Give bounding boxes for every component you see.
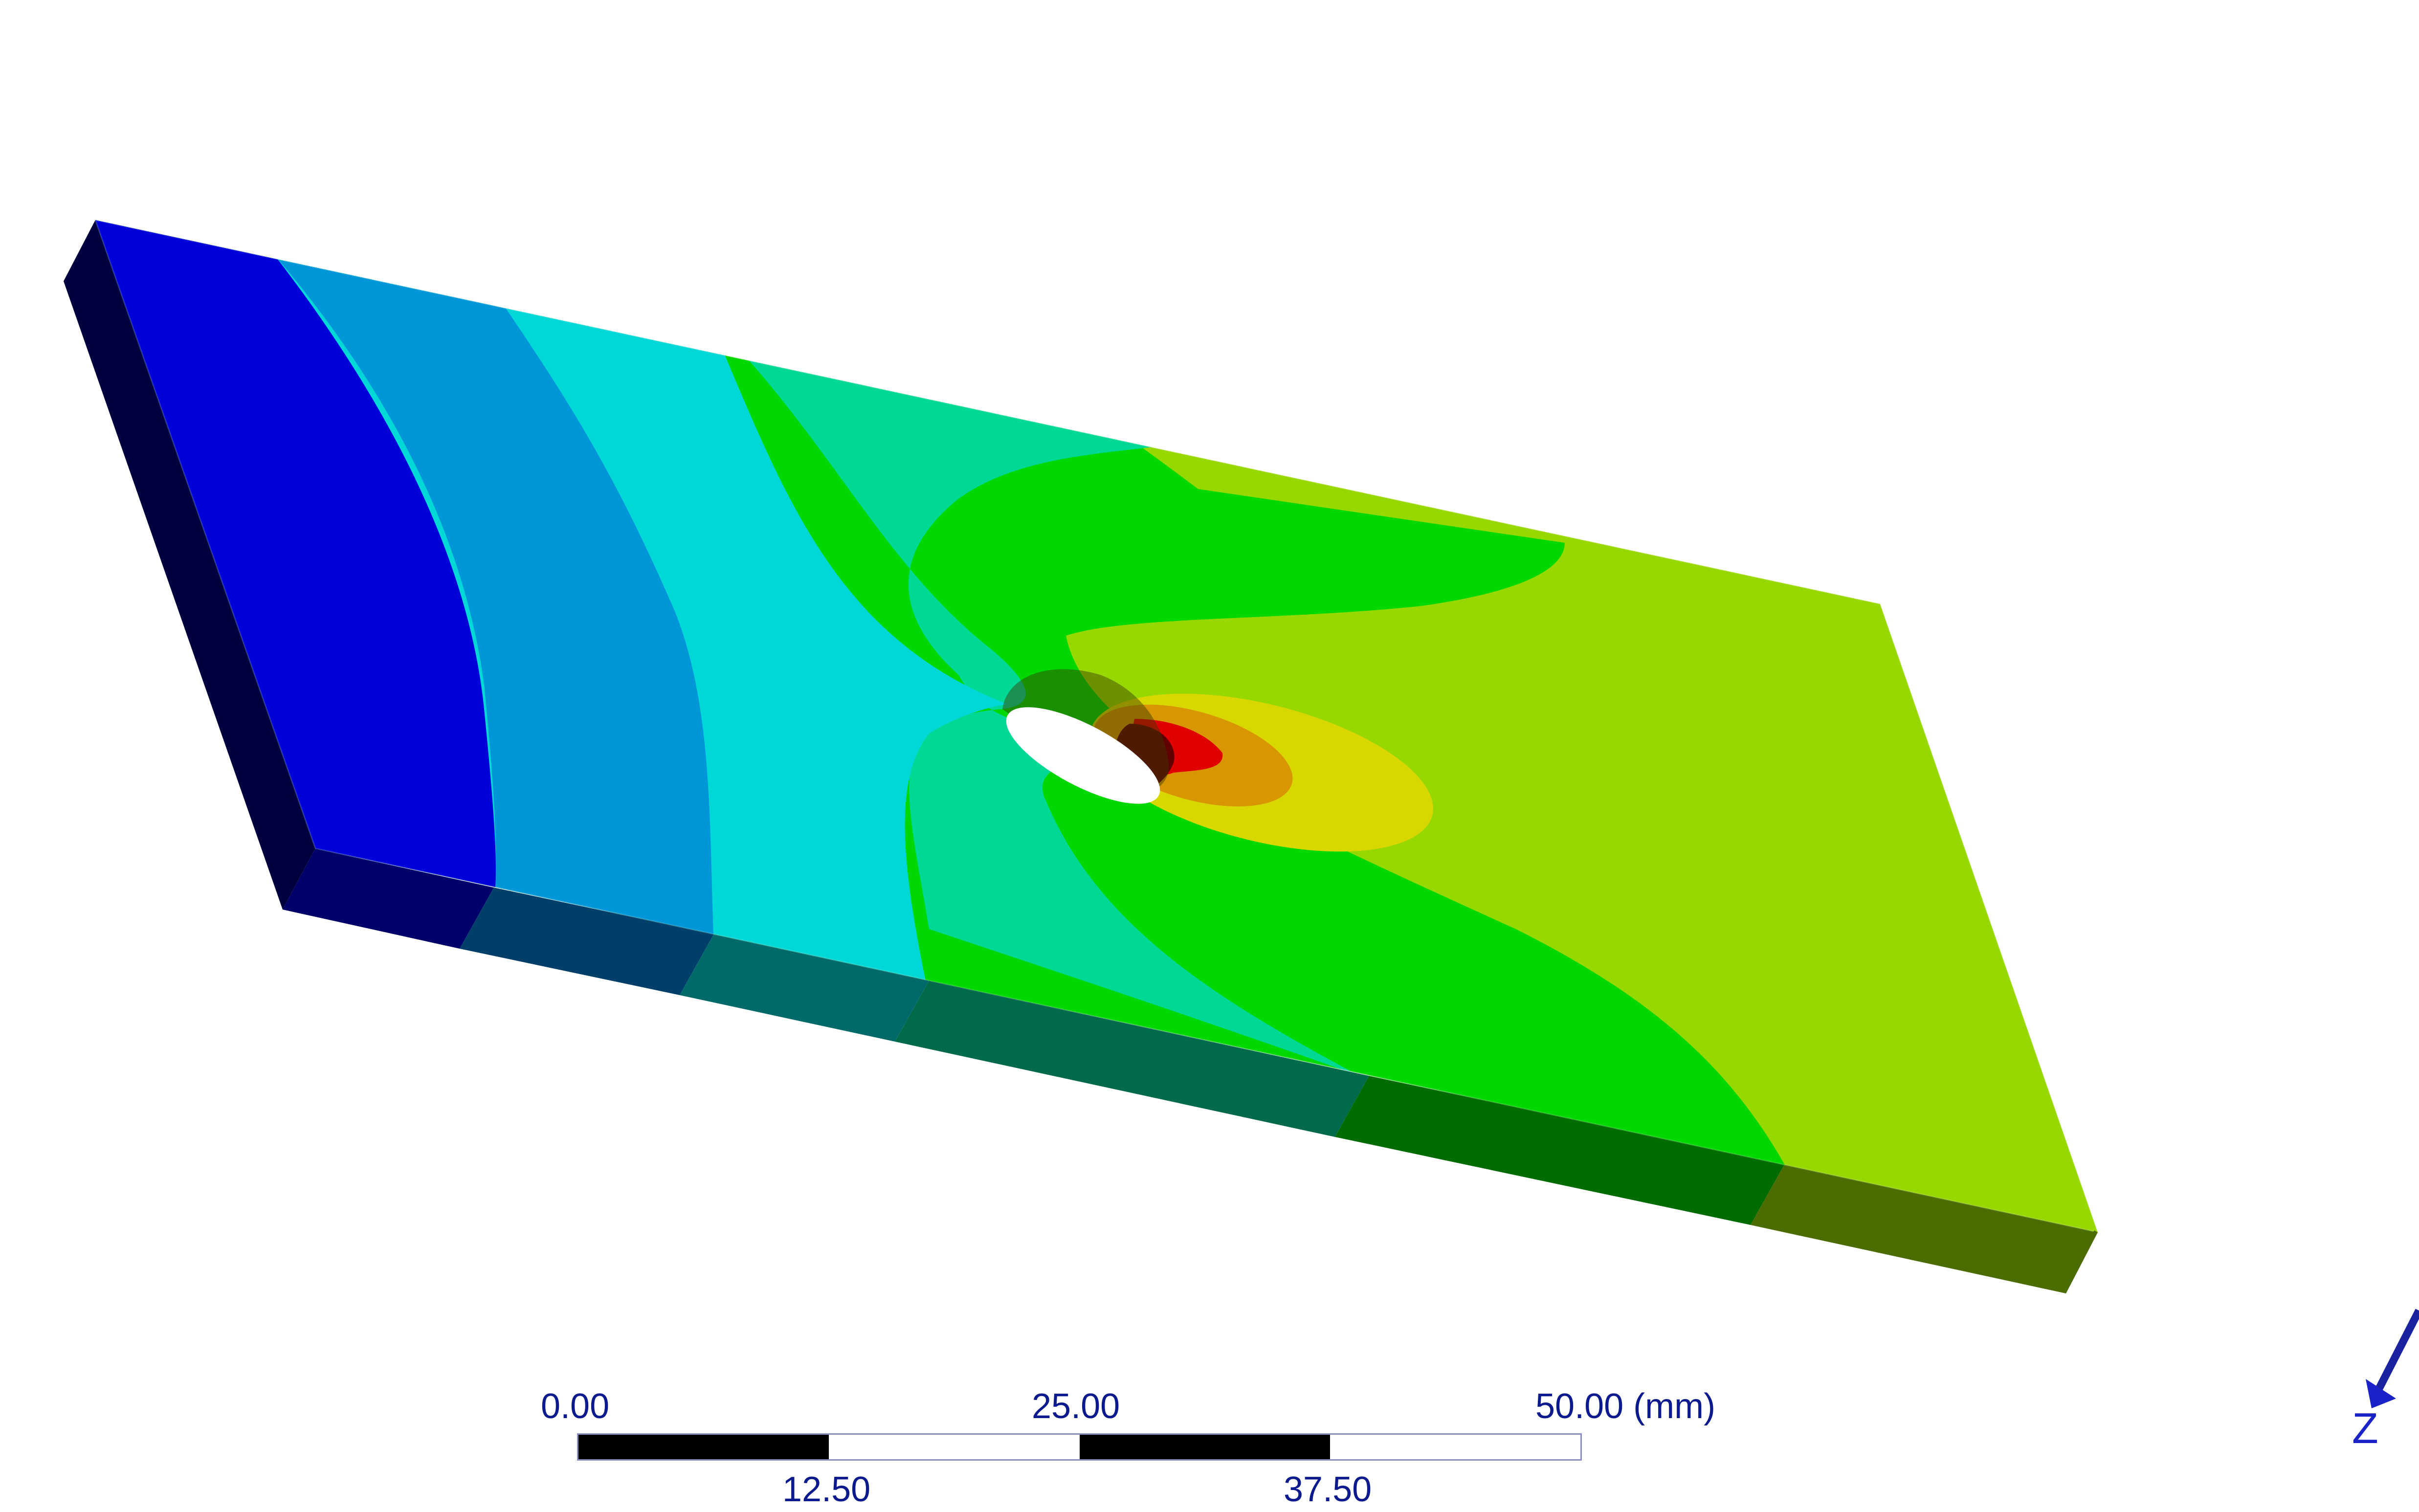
hole-icon [1006,707,1160,804]
scale-segment-3 [1079,1435,1330,1459]
scale-label-50: 50.00 (mm) [1535,1387,1716,1426]
scale-label-25: 25.00 [1032,1387,1120,1426]
plate-left-face [64,220,315,910]
plate-front-face [283,848,2098,1293]
scale-label-12-5: 12.50 [782,1470,871,1509]
scale-label-37-5: 37.50 [1284,1470,1372,1509]
triad-z-label: Z [2352,1404,2378,1452]
scale-label-0: 0.00 [541,1387,610,1426]
scale-segment-1 [578,1435,829,1459]
plate-right-corner [2063,1230,2098,1293]
scale-bar-graphic [577,1433,1582,1461]
scale-segment-4 [1330,1435,1580,1459]
axis-arrow-icon [2366,1309,2419,1408]
scale-segment-2 [829,1435,1080,1459]
